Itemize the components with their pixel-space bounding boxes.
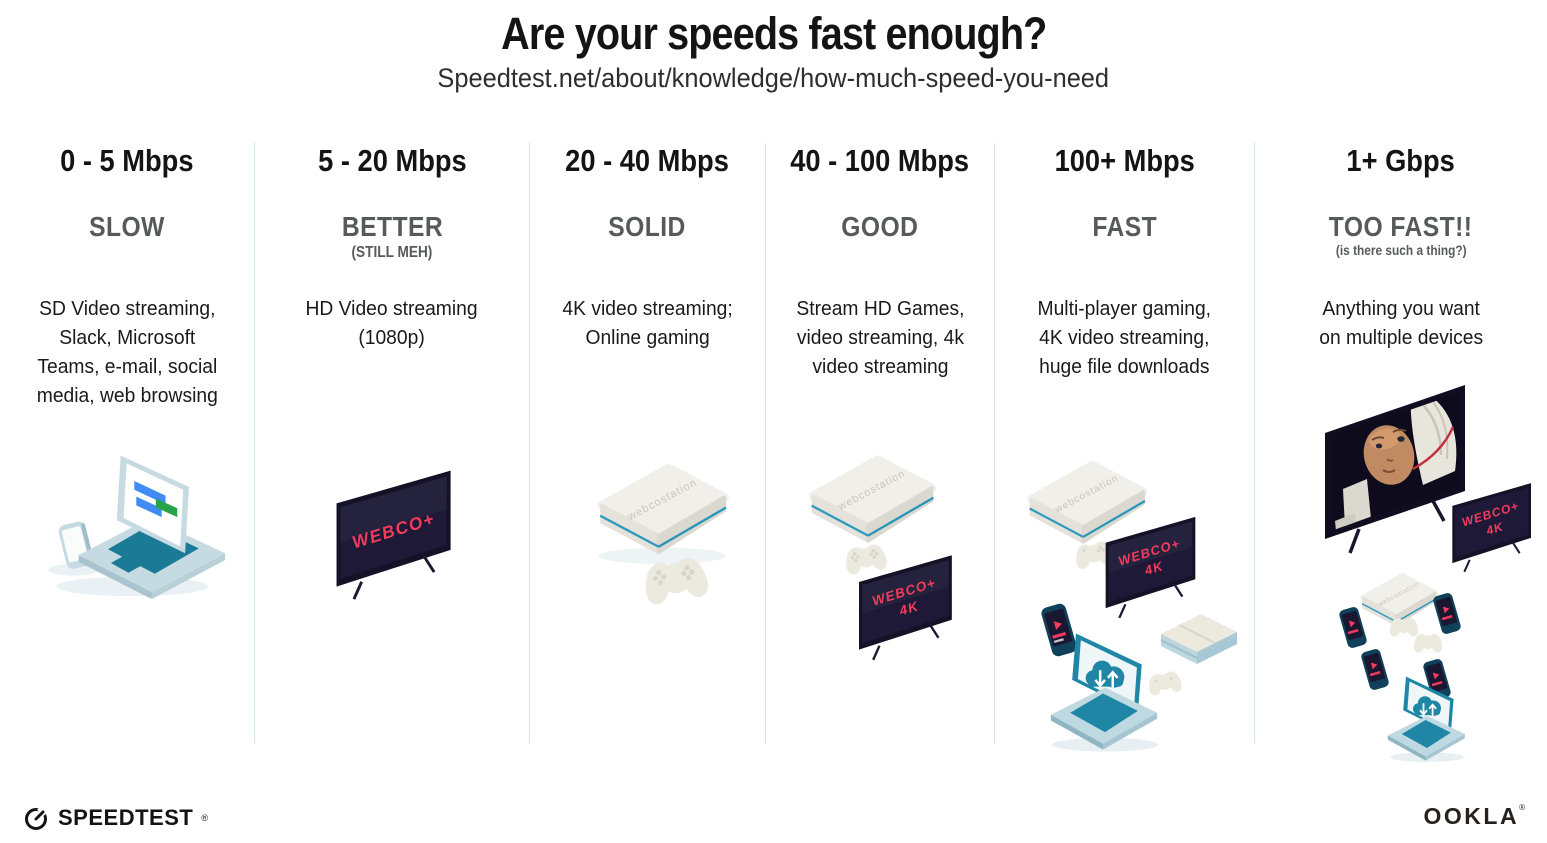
- speedtest-logo: SPEEDTEST ®: [22, 804, 208, 832]
- game-controller-icon: [1413, 634, 1443, 653]
- 4k-tv-icon: WEBCO+ 4K: [1452, 483, 1531, 573]
- speed-range: 100+ Mbps: [1054, 143, 1195, 178]
- speedtest-trademark: ®: [201, 813, 208, 823]
- laptop-cloud-download-icon: [1050, 633, 1159, 752]
- column-0-5-mbps: 0 - 5 Mbps SLOW SD Video streaming, Slac…: [0, 143, 255, 743]
- tv-4k-label: 4K: [897, 598, 921, 618]
- game-controller-icon: [1149, 671, 1182, 696]
- 4k-tv-icon: WEBCO+ 4K: [859, 555, 952, 661]
- page-subtitle-text: Speedtest.net/about/knowledge/how-much-s…: [437, 63, 1110, 93]
- illustration-laptop-phone: [0, 143, 254, 743]
- game-console-icon: webcostation: [597, 463, 729, 565]
- game-console-icon: webcostation: [809, 455, 937, 543]
- tier-description: 4K video streaming; Online gaming: [562, 297, 733, 350]
- speed-range: 0 - 5 Mbps: [60, 143, 194, 178]
- smartphone-video-icon: [1339, 607, 1367, 648]
- game-console-icon: webcostation: [1027, 460, 1148, 544]
- tv-4k-label: 4K: [1484, 519, 1506, 538]
- column-100-plus-mbps: 100+ Mbps FAST Multi-player gaming, 4K v…: [995, 143, 1255, 752]
- speed-range: 20 - 40 Mbps: [565, 143, 730, 178]
- tier-label: GOOD: [841, 211, 919, 242]
- tv-4k-label: 4K: [1142, 558, 1166, 578]
- cloud-sync-icon: [1085, 660, 1125, 688]
- page-title: Are your speeds fast enough?: [0, 8, 1547, 60]
- ookla-wordmark: OOKLA: [1423, 803, 1520, 829]
- speed-range: 40 - 100 Mbps: [790, 143, 970, 178]
- tier-label: TOO FAST!!: [1329, 211, 1473, 242]
- speed-range: 5 - 20 Mbps: [317, 143, 467, 178]
- page-title-text: Are your speeds fast enough?: [500, 8, 1047, 59]
- illustration-hd-tv: WEBCO+: [255, 143, 529, 743]
- hd-tv-icon: WEBCO+: [336, 470, 451, 600]
- media-console-icon: [1160, 614, 1237, 664]
- laptop-cloud-download-icon: [1387, 676, 1465, 763]
- cloud-sync-icon: [1413, 696, 1441, 716]
- smartphone-video-icon: [1361, 649, 1389, 690]
- tier-note: (is there such a thing?): [1335, 243, 1467, 258]
- ookla-logo: OOKLA®: [1424, 803, 1525, 830]
- smartphone-video-icon: [1041, 603, 1077, 657]
- 4k-tv-icon: WEBCO+ 4K: [1105, 516, 1196, 619]
- column-40-100-mbps: 40 - 100 Mbps GOOD Stream HD Games, vide…: [766, 143, 995, 743]
- tier-label: BETTER: [341, 211, 443, 242]
- illustration-everything: WEBCO+ 4K webcostation: [1255, 143, 1547, 763]
- column-5-20-mbps: 5 - 20 Mbps BETTER (STILL MEH) HD Video …: [255, 143, 530, 743]
- tier-note: (STILL MEH): [351, 244, 433, 261]
- smartphone-video-icon: [1433, 593, 1461, 634]
- game-console-icon: webcostation: [1360, 572, 1438, 627]
- speedtest-wordmark: SPEEDTEST: [58, 805, 194, 830]
- ookla-trademark: ®: [1519, 803, 1525, 812]
- laptop-chat-illustration-icon: [48, 455, 226, 600]
- page-subtitle-url: Speedtest.net/about/knowledge/how-much-s…: [0, 63, 1547, 94]
- tier-label: SOLID: [608, 211, 687, 242]
- tier-label: SLOW: [89, 211, 165, 242]
- tier-description: HD Video streaming (1080p): [305, 297, 479, 350]
- speed-range: 1+ Gbps: [1346, 143, 1456, 178]
- game-controller-icon: [1389, 618, 1419, 637]
- illustration-console-and-4k-tv: webcostation: [766, 143, 994, 743]
- column-1-plus-gbps: 1+ Gbps TOO FAST!! (is there such a thin…: [1255, 143, 1547, 763]
- movie-tv-icon: [1325, 385, 1465, 554]
- speedtest-gauge-icon: [25, 804, 50, 830]
- tier-description: SD Video streaming, Slack, Microsoft Tea…: [36, 297, 218, 408]
- speed-columns: 0 - 5 Mbps SLOW SD Video streaming, Slac…: [0, 143, 1547, 763]
- game-controller-icon: [645, 558, 708, 605]
- tier-description: Multi-player gaming, 4K video streaming,…: [1037, 297, 1212, 379]
- tier-description: Stream HD Games, video streaming, 4k vid…: [795, 297, 965, 379]
- tier-description: Anything you want on multiple devices: [1319, 297, 1483, 350]
- illustration-multi-device: webcostation W: [995, 143, 1254, 752]
- game-controller-icon: [1076, 541, 1113, 570]
- illustration-game-console: webcostation: [530, 143, 765, 743]
- column-20-40-mbps: 20 - 40 Mbps SOLID 4K video streaming; O…: [530, 143, 766, 743]
- tier-label: FAST: [1092, 211, 1157, 242]
- game-controller-icon: [846, 544, 887, 575]
